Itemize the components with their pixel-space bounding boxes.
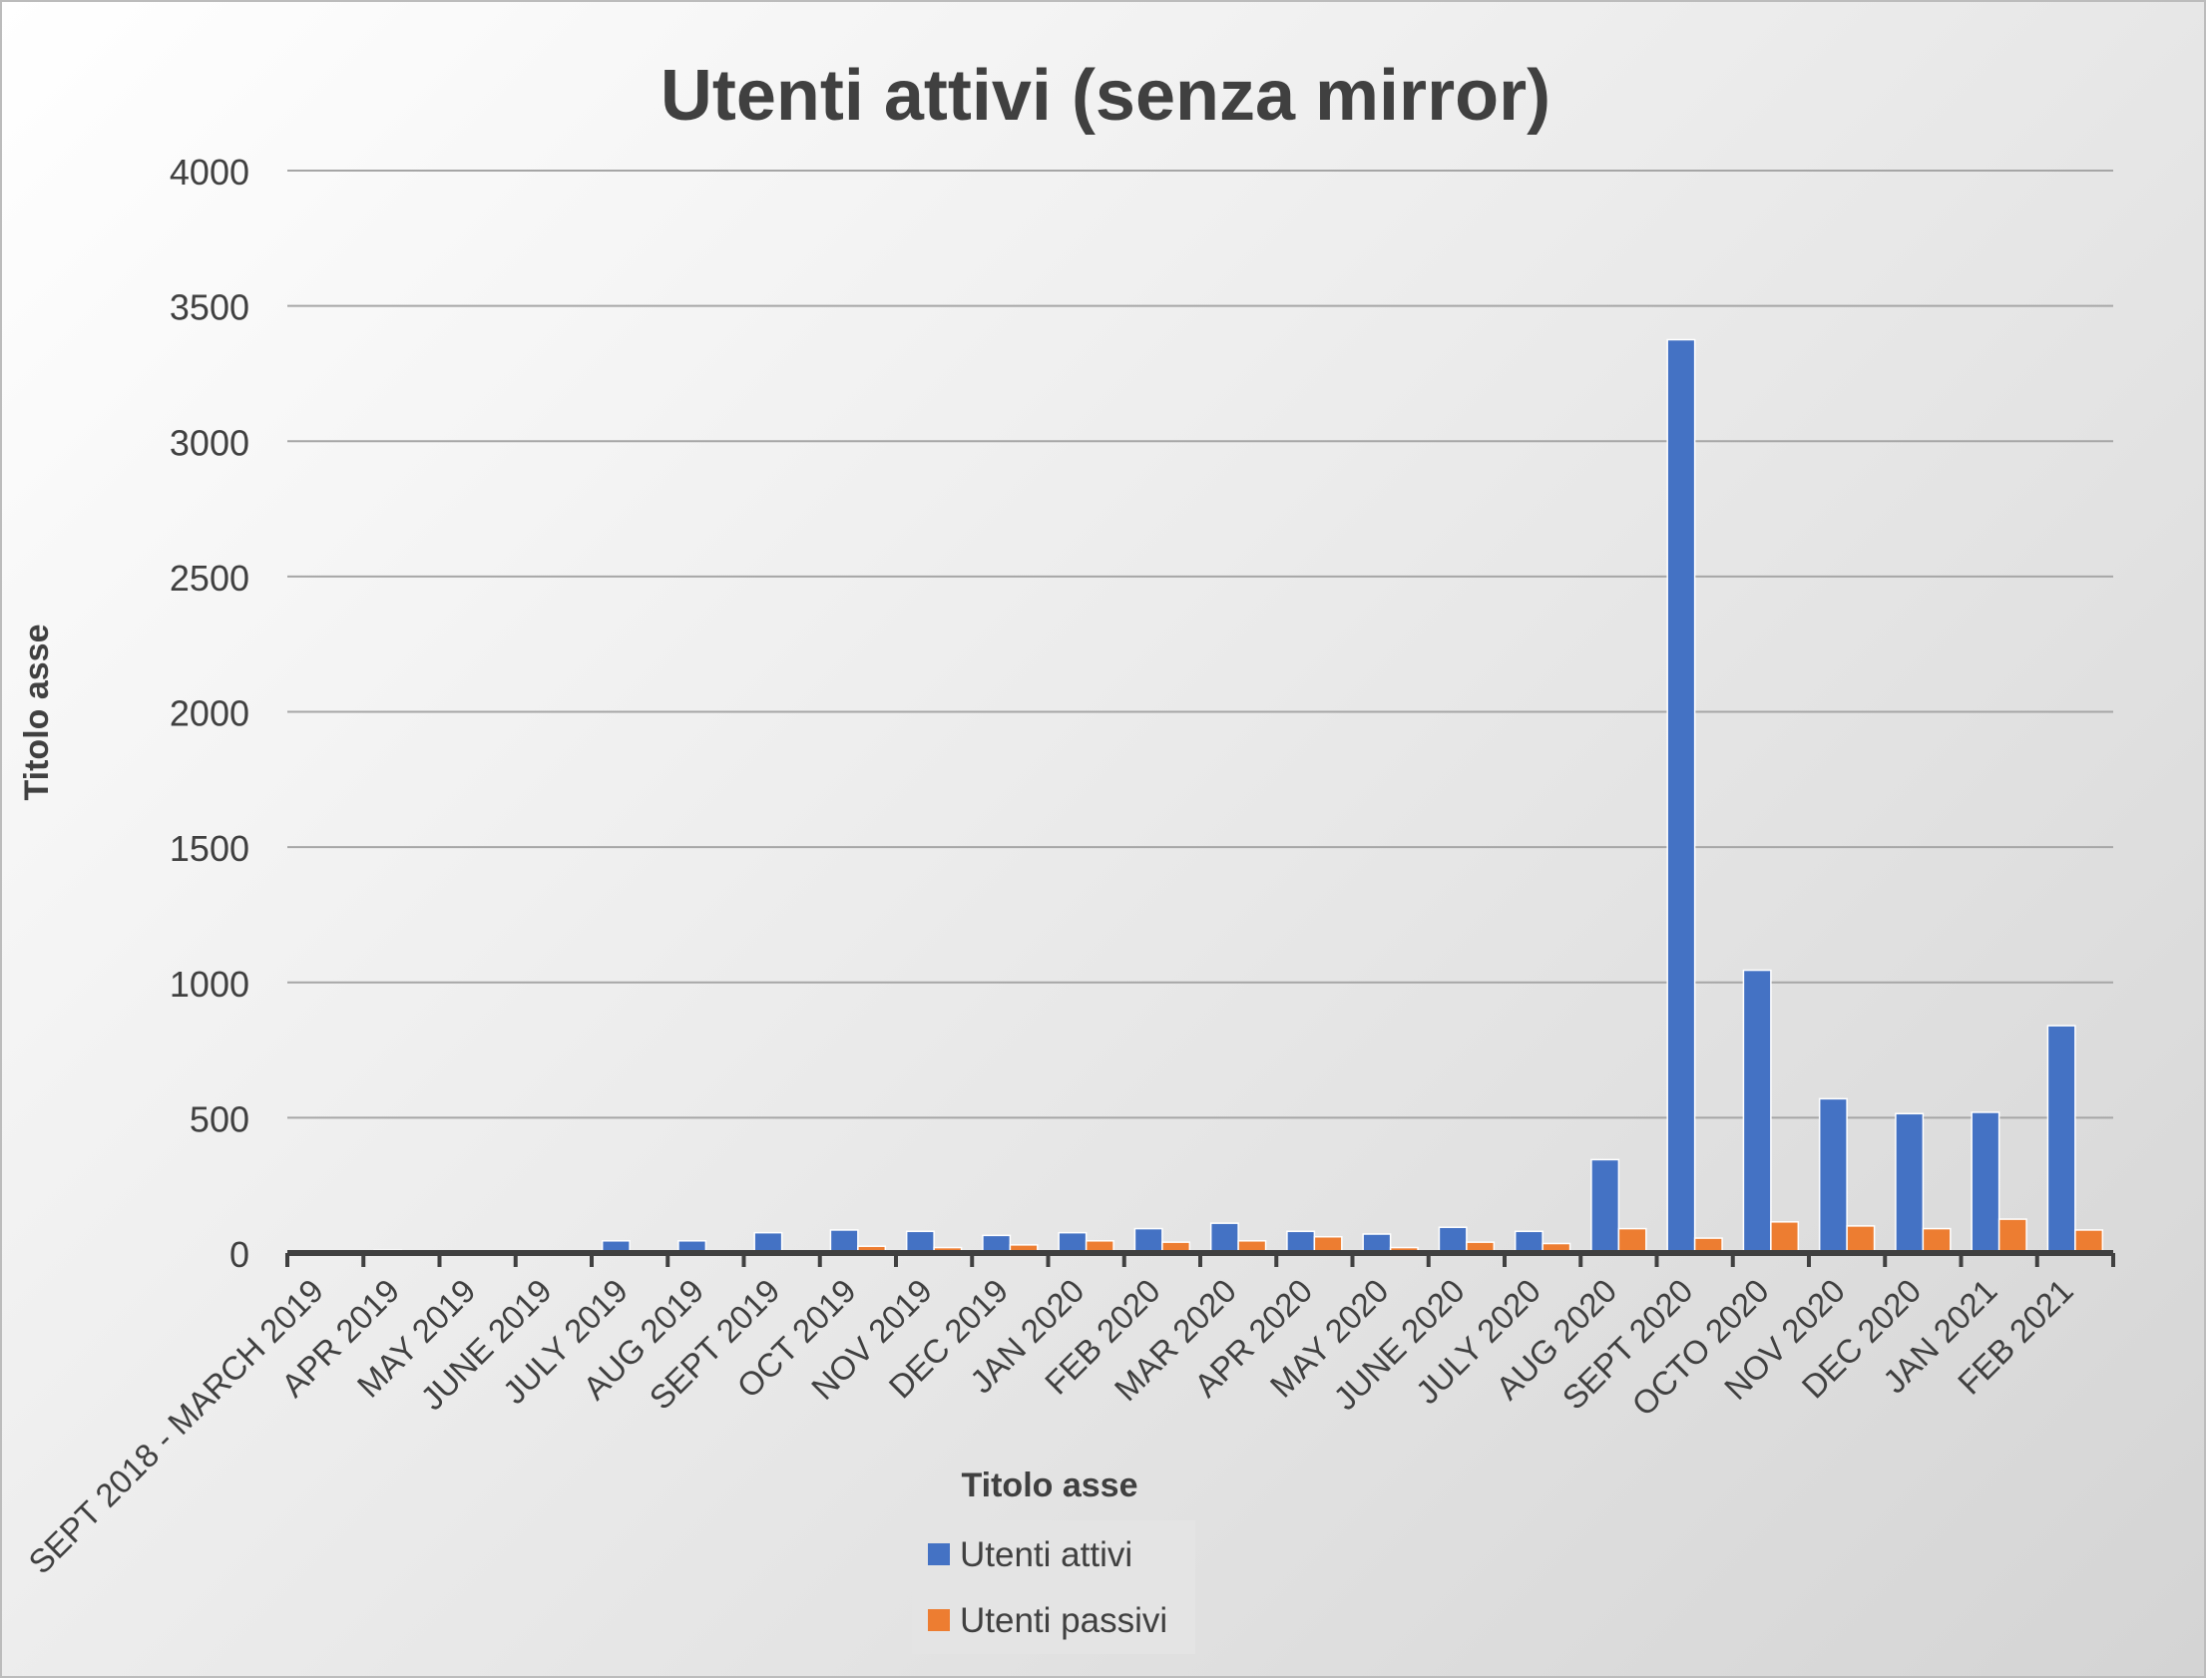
bar bbox=[1971, 1111, 2000, 1254]
legend-label: Utenti passivi bbox=[960, 1601, 1167, 1640]
bar bbox=[1770, 1221, 1800, 1254]
bar bbox=[1133, 1227, 1163, 1254]
y-tick-label: 2000 bbox=[170, 693, 249, 734]
bars bbox=[296, 338, 2104, 1254]
bar bbox=[1895, 1112, 1925, 1254]
bar bbox=[1922, 1227, 1952, 1254]
bar bbox=[2074, 1229, 2104, 1254]
legend-swatch bbox=[928, 1609, 950, 1631]
bar bbox=[1590, 1158, 1620, 1254]
legend-box bbox=[912, 1520, 1195, 1654]
legend: Utenti attivi Utenti passivi bbox=[912, 1520, 1195, 1654]
bar bbox=[1617, 1227, 1647, 1254]
y-tick-label: 1500 bbox=[170, 828, 249, 869]
gridlines bbox=[287, 170, 2113, 1119]
x-tick-label: SEPT 2018 - MARCH 2019 bbox=[21, 1272, 330, 1581]
bar bbox=[2046, 1025, 2076, 1254]
y-tick-label: 4000 bbox=[170, 152, 249, 193]
bar bbox=[905, 1230, 935, 1254]
y-axis-ticks: 0 500 1000 1500 2000 2500 3000 3500 4000 bbox=[170, 152, 249, 1275]
bar bbox=[1997, 1218, 2027, 1254]
bar bbox=[1742, 969, 1772, 1254]
y-tick-label: 2500 bbox=[170, 558, 249, 599]
y-axis-title: Titolo asse bbox=[18, 625, 56, 801]
bar bbox=[753, 1231, 783, 1254]
y-tick-label: 3000 bbox=[170, 422, 249, 463]
bar bbox=[1438, 1226, 1468, 1254]
x-axis bbox=[285, 1250, 2115, 1267]
bar bbox=[1209, 1222, 1239, 1254]
legend-swatch bbox=[928, 1543, 950, 1565]
bar bbox=[1286, 1230, 1316, 1254]
bar bbox=[1818, 1097, 1848, 1254]
bar bbox=[1514, 1230, 1544, 1254]
y-tick-label: 0 bbox=[229, 1234, 249, 1275]
x-axis-title: Titolo asse bbox=[962, 1467, 1138, 1504]
legend-label: Utenti attivi bbox=[960, 1535, 1132, 1574]
bar bbox=[1058, 1231, 1088, 1254]
bar bbox=[829, 1229, 859, 1254]
y-tick-label: 500 bbox=[190, 1098, 249, 1139]
chart-title: Utenti attivi (senza mirror) bbox=[661, 56, 1550, 136]
y-tick-label: 3500 bbox=[170, 287, 249, 328]
y-tick-label: 1000 bbox=[170, 964, 249, 1005]
bar bbox=[1666, 338, 1696, 1254]
bar bbox=[1846, 1225, 1876, 1254]
